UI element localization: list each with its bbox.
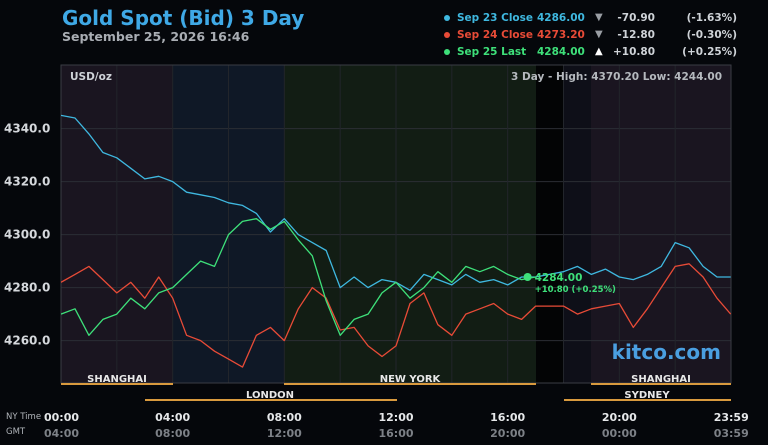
ny-time-label: NY Time	[6, 412, 41, 422]
legend-row-sep23: Sep 23 Close 4286.00 ▼ -70.90 (-1.63%)	[444, 9, 737, 26]
x-tick-gmt: 04:00	[44, 427, 79, 440]
last-price-label: 4284.00	[535, 272, 583, 284]
legend-value: 4273.20	[537, 28, 585, 41]
x-tick-ny: 12:00	[378, 411, 413, 424]
x-tick-gmt: 20:00	[490, 427, 525, 440]
down-arrow-icon: ▼	[595, 12, 603, 23]
band-closed	[536, 65, 564, 383]
chart-title: Gold Spot (Bid) 3 Day	[62, 6, 305, 30]
range-label: 3 Day - High: 4370.20 Low: 4244.00	[511, 71, 722, 83]
legend-dot-icon	[444, 31, 450, 38]
legend-value: 4286.00	[537, 11, 585, 24]
band-new-york	[284, 65, 536, 383]
sessions-row-2: LONDON SYDNEY	[145, 390, 731, 401]
x-tick-ny: 00:00	[44, 411, 79, 424]
y-tick-label: 4260.0	[4, 334, 50, 348]
series-line	[61, 263, 731, 368]
x-tick-ny: 23:59	[714, 411, 749, 424]
legend-dot-icon	[444, 48, 450, 55]
legend-label: Sep 25 Last	[457, 45, 527, 58]
kitco-watermark: kitco.com	[612, 340, 721, 364]
legend-change: -70.90	[617, 11, 655, 24]
x-tick-ny: 16:00	[490, 411, 525, 424]
band-sydney	[564, 65, 591, 383]
legend-percent: (-1.63%)	[686, 11, 737, 24]
x-tick-ny: 08:00	[267, 411, 302, 424]
x-axis-ticks: 00:00 04:00 04:00 08:00 08:00 12:00 12:00 16:00…	[44, 411, 749, 440]
series-line	[61, 114, 731, 291]
legend-change: -12.80	[617, 28, 655, 41]
x-tick-ny: 04:00	[155, 411, 190, 424]
legend-value: 4284.00	[537, 45, 585, 58]
legend-row-sep25: Sep 25 Last 4284.00 ▲ +10.80 (+0.25%)	[444, 43, 737, 60]
session-label-shanghai: SHANGHAI	[87, 374, 147, 385]
legend-change: +10.80	[612, 45, 655, 58]
x-tick-gmt: 08:00	[155, 427, 190, 440]
y-tick-label: 4300.0	[4, 228, 50, 242]
legend-dot-icon	[444, 14, 450, 21]
legend: Sep 23 Close 4286.00 ▼ -70.90 (-1.63%) S…	[444, 9, 737, 60]
up-arrow-icon: ▲	[595, 46, 603, 57]
chart-timestamp: September 25, 2026 16:46	[62, 29, 250, 44]
legend-percent: (+0.25%)	[682, 45, 737, 58]
x-tick-gmt: 12:00	[267, 427, 302, 440]
session-label-shanghai-2: SHANGHAI	[631, 374, 691, 385]
series-line	[61, 218, 536, 336]
legend-percent: (-0.30%)	[686, 28, 737, 41]
y-tick-label: 4280.0	[4, 281, 50, 295]
down-arrow-icon: ▼	[595, 29, 603, 40]
x-tick-gmt: 03:59	[714, 427, 749, 440]
unit-label: USD/oz	[70, 71, 112, 83]
x-tick-gmt: 00:00	[602, 427, 637, 440]
legend-label: Sep 24 Close	[457, 28, 534, 41]
last-price-marker	[523, 273, 532, 281]
x-tick-gmt: 16:00	[378, 427, 413, 440]
session-bands	[61, 65, 731, 383]
sessions-row-1: SHANGHAI NEW YORK SHANGHAI	[61, 374, 731, 385]
band-shanghai-2	[591, 65, 731, 383]
legend-label: Sep 23 Close	[457, 11, 534, 24]
session-label-sydney: SYDNEY	[624, 390, 670, 401]
session-label-new-york: NEW YORK	[380, 374, 442, 385]
last-change-label: +10.80 (+0.25%)	[535, 285, 616, 295]
y-tick-label: 4340.0	[4, 122, 50, 136]
legend-row-sep24: Sep 24 Close 4273.20 ▼ -12.80 (-0.30%)	[444, 26, 737, 43]
y-axis-ticks: 4340.0 4320.0 4300.0 4280.0 4260.0	[4, 122, 50, 348]
y-tick-label: 4320.0	[4, 175, 50, 189]
session-label-london: LONDON	[246, 390, 294, 401]
series-lines	[61, 114, 731, 368]
gmt-label: GMT	[6, 427, 26, 437]
x-tick-ny: 20:00	[602, 411, 637, 424]
